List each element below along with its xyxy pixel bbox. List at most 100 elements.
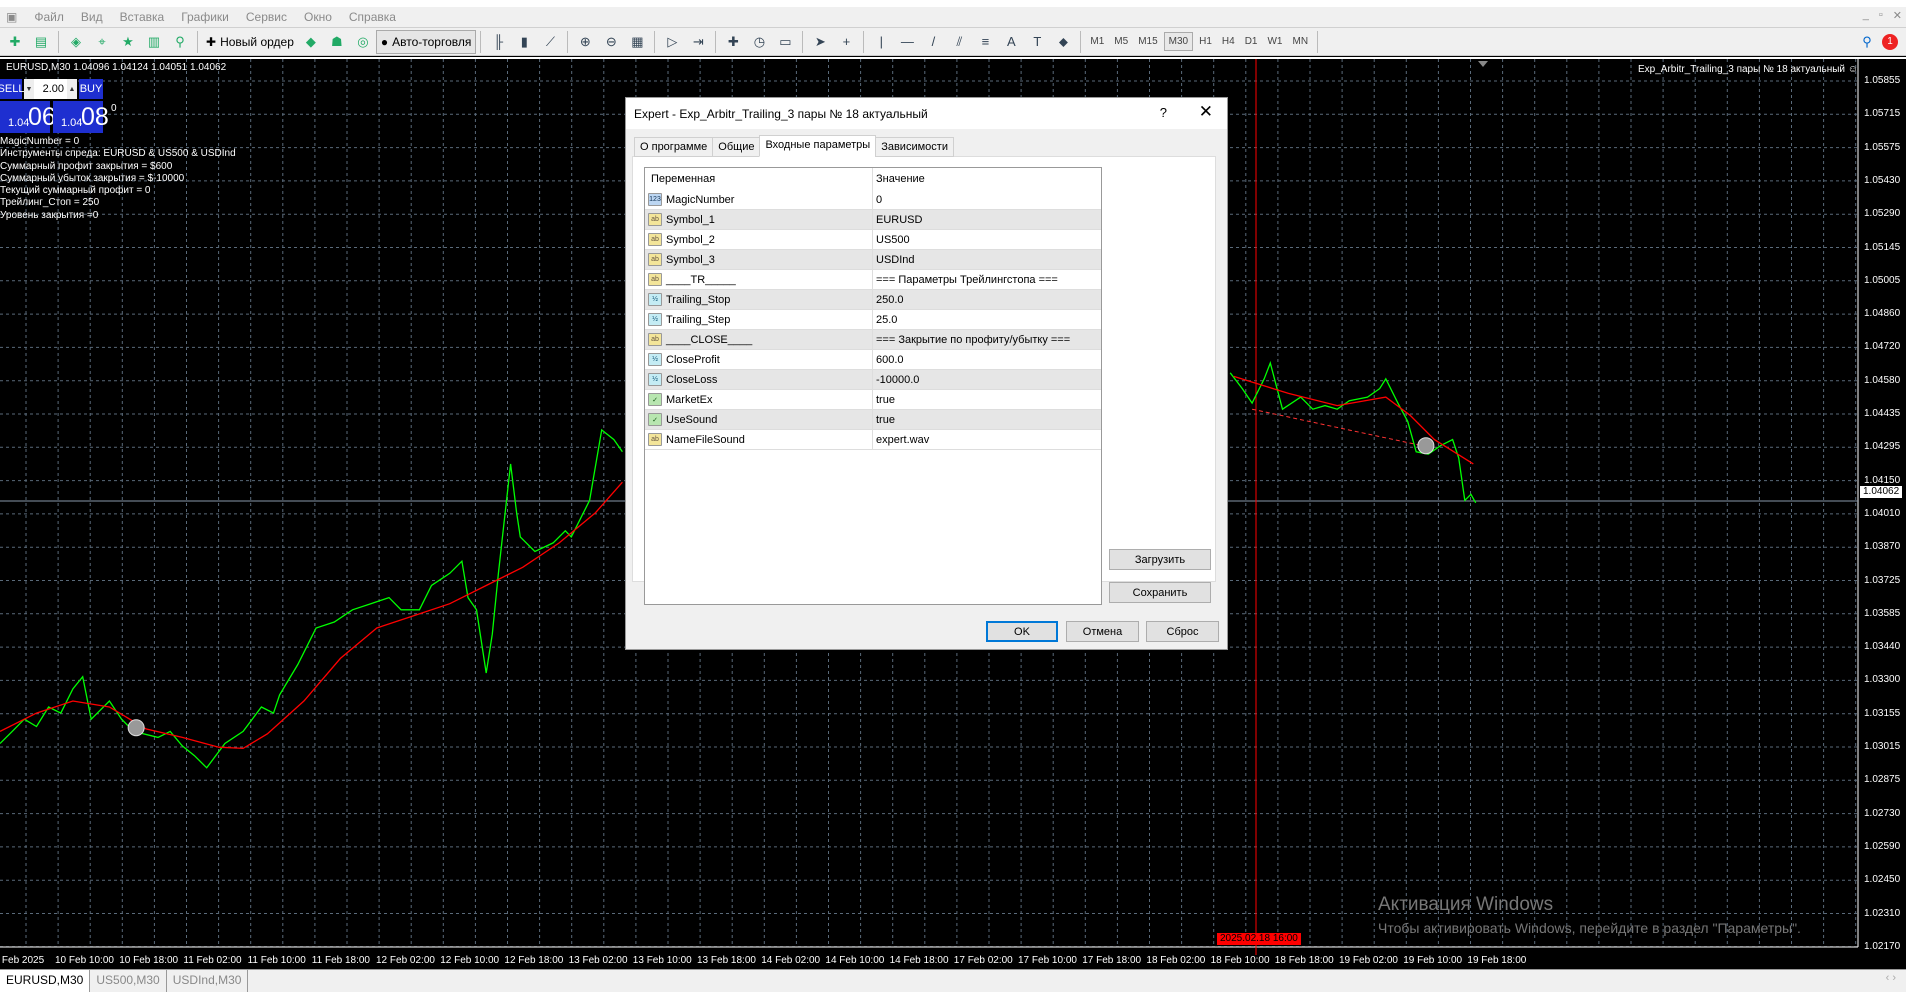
timeframe-M1[interactable]: M1 xyxy=(1090,36,1105,47)
menu-5[interactable]: Окно xyxy=(303,10,332,24)
table-row[interactable]: ab ____TR_____ === Параметры Трейлингстопа… xyxy=(645,270,1101,290)
search-icon[interactable]: ⚲ xyxy=(1862,33,1872,49)
timeframe-M15[interactable]: M15 xyxy=(1138,36,1158,47)
restore-icon[interactable]: ▫ xyxy=(1878,9,1883,21)
close-icon[interactable]: ✕ xyxy=(1198,102,1213,121)
param-value[interactable]: true xyxy=(876,413,895,426)
signals-icon[interactable]: ☗ xyxy=(331,33,343,49)
sell-button[interactable]: SELL xyxy=(0,79,24,99)
param-value[interactable]: 250.0 xyxy=(876,293,904,306)
param-value[interactable]: expert.wav xyxy=(876,433,930,446)
tile-windows-icon[interactable]: ▦ xyxy=(631,33,644,49)
param-value[interactable]: === Параметры Трейлингстопа === xyxy=(876,273,1058,286)
bar-chart-icon[interactable]: ╟ xyxy=(493,34,503,49)
market-watch-icon[interactable]: ◈ xyxy=(71,33,81,49)
chart-tab[interactable]: EURUSD,M30 xyxy=(0,970,91,992)
templates-icon[interactable]: ▭ xyxy=(779,33,792,49)
indicators-icon[interactable]: ✚ xyxy=(727,33,739,49)
lot-value[interactable]: 2.00 xyxy=(42,83,64,95)
arrows-icon[interactable]: ⬥ xyxy=(1058,33,1068,49)
menu-4[interactable]: Сервис xyxy=(245,10,287,24)
chart-tab[interactable]: US500,M30 xyxy=(90,970,167,992)
tab-scroll-arrows[interactable]: ‹ › xyxy=(1885,972,1896,984)
tab-1[interactable]: Общие xyxy=(712,137,761,157)
table-row[interactable]: ½ CloseLoss -10000.0 xyxy=(645,370,1101,390)
table-row[interactable]: ✓ MarketEx true xyxy=(645,390,1101,410)
chart-tab[interactable]: USDInd,M30 xyxy=(167,970,249,992)
column-value[interactable]: Значение xyxy=(876,173,925,185)
text-label-icon[interactable]: T xyxy=(1033,34,1042,49)
param-value[interactable]: true xyxy=(876,393,895,406)
menu-0[interactable]: Файл xyxy=(34,10,64,24)
timeframe-M5[interactable]: M5 xyxy=(1114,36,1129,47)
timeframe-H4[interactable]: H4 xyxy=(1221,36,1235,47)
equidistant-channel-icon[interactable]: ⫽ xyxy=(956,33,963,49)
trendline-icon[interactable]: / xyxy=(931,34,936,49)
table-row[interactable]: ½ Trailing_Stop 250.0 xyxy=(645,290,1101,310)
menu-3[interactable]: Графики xyxy=(181,10,229,24)
new-order-button[interactable]: ✚ Новый ордер xyxy=(202,30,298,54)
metaeditor-icon[interactable]: ◆ xyxy=(305,33,316,49)
param-value[interactable]: -10000.0 xyxy=(876,373,920,386)
autotrading-button[interactable]: ● Авто-торговля xyxy=(375,29,477,54)
ok-button[interactable]: OK xyxy=(986,621,1058,642)
table-row[interactable]: ab ____CLOSE____ === Закрытие по профиту/у… xyxy=(645,330,1101,350)
param-value[interactable]: US500 xyxy=(876,233,910,246)
terminal-icon[interactable]: ▥ xyxy=(147,33,161,49)
notifications-icon[interactable]: 1 xyxy=(1882,33,1898,50)
favorites-icon[interactable]: ★ xyxy=(122,33,134,49)
cursor-icon[interactable]: ➤ xyxy=(814,33,826,49)
crosshair-icon[interactable]: + xyxy=(842,34,851,49)
cancel-button[interactable]: Отмена xyxy=(1066,621,1139,642)
zoom-out-icon[interactable]: ⊖ xyxy=(605,33,617,49)
table-row[interactable]: ab NameFileSound expert.wav xyxy=(645,430,1101,450)
zoom-in-icon[interactable]: ⊕ xyxy=(579,33,591,49)
table-row[interactable]: ab Symbol_2 US500 xyxy=(645,230,1101,250)
bid-price[interactable]: 1.04062 xyxy=(0,101,64,133)
table-row[interactable]: ab Symbol_1 EURUSD xyxy=(645,210,1101,230)
lot-stepper[interactable]: ▼ 2.00 ▲ xyxy=(24,79,77,99)
save-button[interactable]: Сохранить xyxy=(1109,582,1211,603)
load-button[interactable]: Загрузить xyxy=(1109,549,1211,570)
horizontal-line-icon[interactable]: — xyxy=(900,34,914,49)
periods-icon[interactable]: ◷ xyxy=(753,33,766,49)
text-icon[interactable]: A xyxy=(1007,34,1016,49)
param-value[interactable]: USDInd xyxy=(876,253,915,266)
new-chart-icon[interactable]: ✚ xyxy=(9,33,21,49)
candles-icon[interactable]: ▮ xyxy=(520,33,528,49)
decrease-icon[interactable]: ▼ xyxy=(24,79,34,99)
vps-icon[interactable]: ◎ xyxy=(357,33,369,49)
chart-shift-icon[interactable]: ⇥ xyxy=(692,33,704,49)
ask-price[interactable]: 1.04 08 0 xyxy=(53,101,117,133)
vertical-line-icon[interactable]: | xyxy=(879,34,884,49)
close-icon[interactable]: ✕ xyxy=(1892,10,1902,22)
param-value[interactable]: 0 xyxy=(876,193,883,206)
app-icon[interactable]: ▣ xyxy=(6,10,18,24)
line-chart-icon[interactable]: ⟋ xyxy=(545,33,555,49)
fibonacci-icon[interactable]: ≡ xyxy=(981,34,990,49)
menu-6[interactable]: Справка xyxy=(348,10,396,24)
autoscroll-icon[interactable]: ▷ xyxy=(667,33,678,49)
table-row[interactable]: ab Symbol_3 USDInd xyxy=(645,250,1101,270)
minimize-icon[interactable]: _ xyxy=(1862,9,1869,21)
timeframe-MN[interactable]: MN xyxy=(1292,36,1309,47)
table-row[interactable]: ½ CloseProfit 600.0 xyxy=(645,350,1101,370)
help-icon[interactable]: ? xyxy=(1159,105,1167,120)
tab-0[interactable]: О программе xyxy=(634,137,714,157)
crosshair-navigator-icon[interactable]: ⌖ xyxy=(98,33,106,49)
table-row[interactable]: 123 MagicNumber 0 xyxy=(645,190,1101,210)
menu-1[interactable]: Вид xyxy=(80,10,103,24)
tab-2[interactable]: Входные параметры xyxy=(759,135,877,157)
param-value[interactable]: === Закрытие по профиту/убытку === xyxy=(876,333,1071,346)
tab-3[interactable]: Зависимости xyxy=(875,137,954,157)
reset-button[interactable]: Сброс xyxy=(1146,621,1219,642)
timeframe-M30[interactable]: M30 xyxy=(1163,32,1194,51)
timeframe-H1[interactable]: H1 xyxy=(1199,36,1212,47)
profiles-icon[interactable]: ▤ xyxy=(34,33,48,49)
increase-icon[interactable]: ▲ xyxy=(67,79,77,99)
param-value[interactable]: 25.0 xyxy=(876,313,898,326)
timeframe-W1[interactable]: W1 xyxy=(1267,36,1283,47)
timeframe-D1[interactable]: D1 xyxy=(1244,36,1258,47)
column-variable[interactable]: Переменная xyxy=(645,168,873,190)
table-row[interactable]: ½ Trailing_Step 25.0 xyxy=(645,310,1101,330)
